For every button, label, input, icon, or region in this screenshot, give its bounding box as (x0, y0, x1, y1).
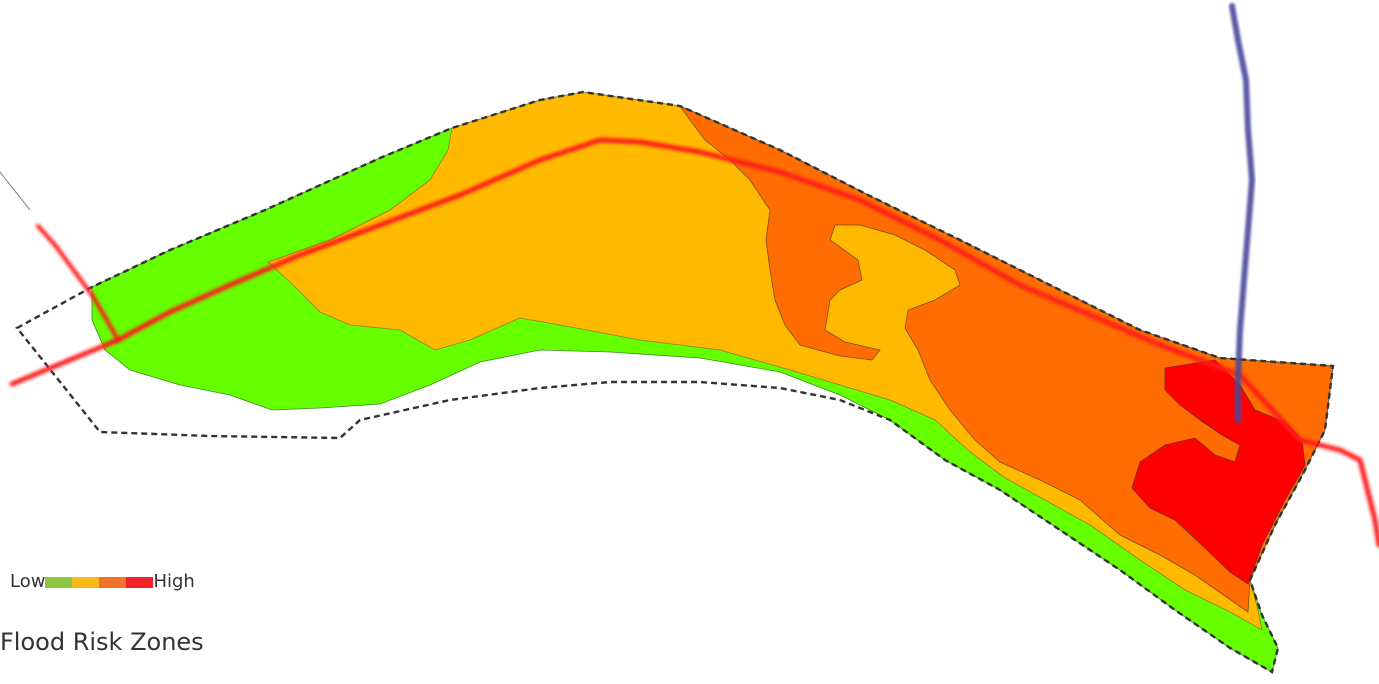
river (1229, 3, 1255, 423)
legend-swatch-high (126, 576, 154, 588)
legend-high-label: High (153, 570, 195, 592)
legend-swatch-low (45, 576, 73, 588)
secondary-road (36, 224, 120, 342)
study-area-boundary (15, 90, 1335, 674)
legend-low-label: Low (10, 570, 46, 592)
legend-swatch-elevated (99, 576, 127, 588)
legend-swatch-moderate (72, 576, 100, 588)
map-title: Flood Risk Zones (0, 628, 204, 656)
main-road (9, 137, 1379, 548)
risk-legend: Low High (10, 570, 195, 592)
legend-swatches (45, 576, 154, 588)
survey-line (0, 171, 31, 211)
